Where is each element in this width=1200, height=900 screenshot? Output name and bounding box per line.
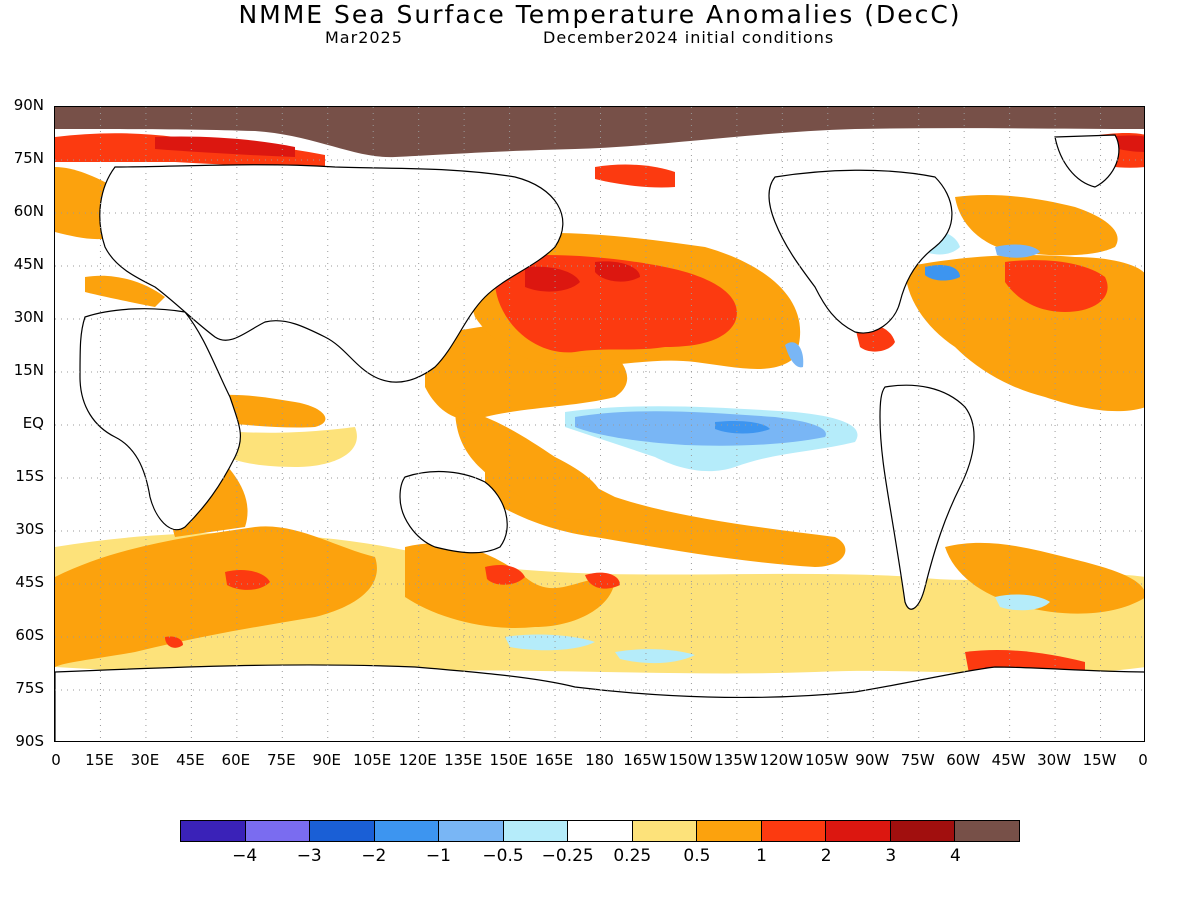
longitude-label: 165E: [534, 751, 574, 769]
colorbar-swatch: [181, 821, 246, 841]
colorbar-label: −0.25: [541, 846, 594, 866]
longitude-label: 0: [1138, 751, 1148, 769]
colorbar-label: −3: [296, 846, 322, 866]
latitude-label: 60S: [15, 626, 44, 644]
longitude-label: 135E: [444, 751, 483, 769]
longitude-label: 135W: [714, 751, 758, 769]
colorbar-label: −4: [232, 846, 258, 866]
longitude-label: 90W: [855, 751, 890, 769]
longitude-label: 30W: [1037, 751, 1072, 769]
colorbar-swatch: [761, 821, 827, 841]
australia-landmass: [399, 470, 508, 554]
colorbar-swatch: [632, 821, 698, 841]
latitude-label: 15N: [13, 361, 44, 379]
colorbar: [180, 820, 1020, 842]
colorbar-label: −0.5: [482, 846, 524, 866]
cool-anomaly-layer: [505, 230, 1050, 664]
latitude-label: 30S: [15, 520, 44, 538]
longitude-label: 15E: [85, 751, 114, 769]
colorbar-swatch: [310, 821, 375, 841]
colorbar-swatch: [439, 821, 504, 841]
longitude-label: 180: [585, 751, 614, 769]
colorbar-swatch: [568, 821, 633, 841]
longitude-label: 105E: [353, 751, 392, 769]
colorbar-label: 3: [885, 846, 897, 866]
longitude-label: 105W: [805, 751, 849, 769]
latitude-label: 60N: [13, 202, 44, 220]
anomaly-layer: [55, 132, 1144, 698]
longitude-label: 60W: [946, 751, 981, 769]
colorbar-label: −1: [425, 846, 451, 866]
latitude-label: 75S: [15, 679, 44, 697]
longitude-label: 75E: [266, 751, 296, 769]
longitude-label: 120E: [398, 751, 437, 769]
initial-conditions: December2024 initial conditions: [543, 28, 835, 47]
forecast-month: Mar2025: [325, 28, 403, 47]
sst-anomaly-map: [54, 106, 1145, 742]
greenland-landmass: [1054, 134, 1120, 188]
colorbar-swatch: [826, 821, 891, 841]
longitude-label: 45E: [176, 751, 205, 769]
latitude-label: 90S: [15, 732, 44, 750]
colorbar-swatch: [245, 821, 311, 841]
longitude-label: 165W: [623, 751, 667, 769]
africa-landmass: [79, 308, 241, 531]
colorbar-swatch: [890, 821, 956, 841]
map-title: NMME Sea Surface Temperature Anomalies (…: [238, 0, 962, 29]
latitude-label: 30N: [13, 308, 44, 326]
latitude-label: 45S: [15, 573, 44, 591]
latitude-label: 45N: [13, 255, 44, 273]
latitude-label: 90N: [13, 96, 44, 114]
longitude-label: 120W: [759, 751, 804, 769]
longitude-label: 45W: [991, 751, 1026, 769]
longitude-label: 150E: [489, 751, 528, 769]
latitude-label: 75N: [13, 149, 44, 167]
graticule: [55, 107, 1144, 741]
latitude-label: 15S: [15, 467, 44, 485]
colorbar-swatch: [503, 821, 569, 841]
longitude-label: 60E: [221, 751, 251, 769]
south-america-landmass: [879, 384, 975, 610]
colorbar-label: 0.5: [683, 846, 711, 866]
colorbar-swatch: [955, 821, 1019, 841]
longitude-label: 75W: [900, 751, 935, 769]
longitude-label: 0: [51, 751, 61, 769]
colorbar-label: 0.25: [613, 846, 652, 866]
colorbar-label: −2: [361, 846, 387, 866]
north-america-landmass: [768, 169, 953, 334]
colorbar-swatch: [374, 821, 440, 841]
colorbar-label: 2: [820, 846, 832, 866]
colorbar-label: 4: [949, 846, 961, 866]
longitude-label: 30E: [130, 751, 160, 769]
colorbar-swatch: [697, 821, 762, 841]
eurasia-landmass: [99, 164, 564, 383]
longitude-label: 150W: [668, 751, 713, 769]
colorbar-label: 1: [756, 846, 767, 866]
latitude-label: EQ: [22, 414, 44, 432]
longitude-label: 15W: [1082, 751, 1117, 769]
longitude-label: 90E: [312, 751, 342, 769]
